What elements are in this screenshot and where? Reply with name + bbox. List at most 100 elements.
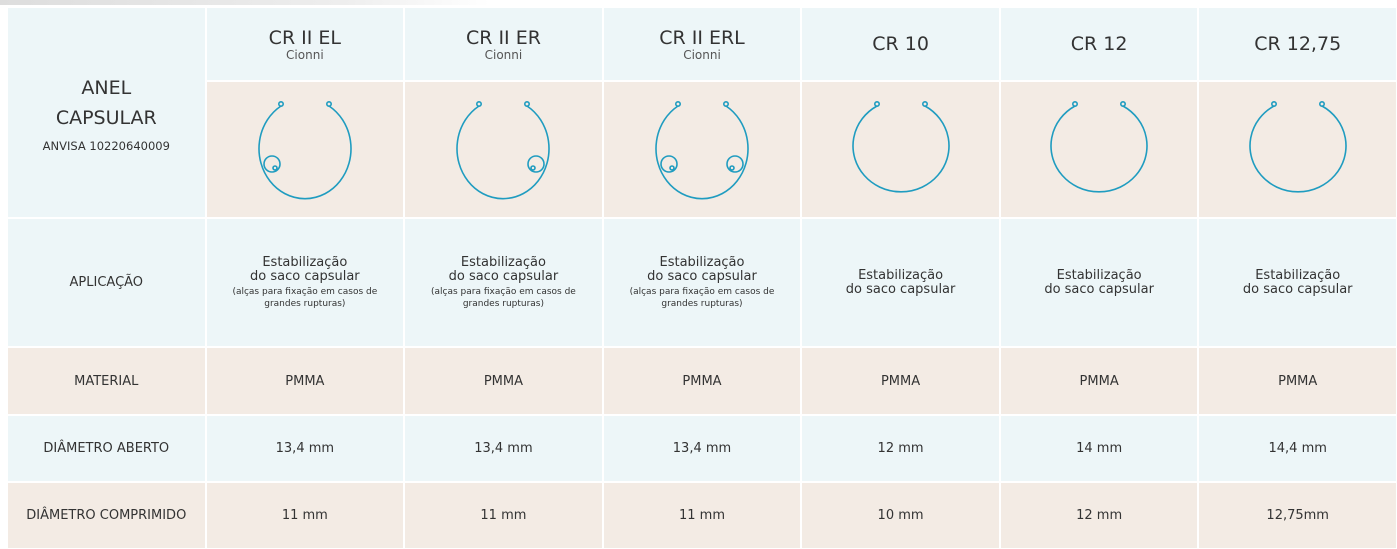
ring-cell	[405, 82, 602, 217]
row-label: MATERIAL	[8, 348, 205, 414]
value-cell: 14 mm	[1000, 416, 1198, 481]
value-cell: 10 mm	[802, 483, 999, 548]
product-brand: Cionni	[683, 48, 721, 62]
column-header: CR II EL Cionni	[206, 8, 404, 80]
ring-part	[456, 105, 551, 200]
spec-table: ANEL CAPSULAR ANVISA 10220640009 CR II E…	[8, 8, 1396, 548]
application-text: Estabilização	[659, 254, 745, 270]
product-name: CR 12,75	[1254, 33, 1342, 55]
ring-cell	[603, 82, 801, 217]
value-cell: 12 mm	[802, 416, 999, 481]
product-name: CR II EL	[268, 27, 342, 49]
product-name: CR II ERL	[659, 27, 745, 49]
application-text: do saco capsular	[1044, 281, 1154, 297]
application-note: (alças para fixação em casos de grandes …	[232, 286, 378, 309]
ring-drawing	[456, 101, 551, 200]
value-cell: 13,4 mm	[405, 416, 602, 481]
ring-part	[660, 155, 678, 173]
application-text: do saco capsular	[1242, 281, 1353, 297]
application-cell: Estabilização do saco capsular (alças para…	[206, 219, 404, 346]
ring-part	[1318, 101, 1325, 108]
ring-part	[726, 155, 744, 173]
ring-part	[722, 101, 729, 108]
ring-part	[921, 101, 928, 108]
ring-part	[1050, 105, 1148, 193]
ring-part	[263, 155, 281, 173]
application-text: Estabilização	[1255, 267, 1341, 283]
row-label: APLICAÇÃO	[8, 219, 205, 346]
application-text: Estabilização	[1056, 267, 1142, 283]
value-cell: PMMA	[603, 348, 801, 414]
value-cell: 11 mm	[603, 483, 801, 548]
ring-part	[1120, 101, 1127, 108]
application-cell: Estabilização do saco capsular	[1199, 219, 1396, 346]
product-brand: Cionni	[286, 48, 324, 62]
application-text: do saco capsular	[647, 268, 757, 284]
application-cell: Estabilização do saco capsular	[1000, 219, 1198, 346]
row-label: DIÂMETRO ABERTO	[8, 416, 205, 481]
ring-drawing	[655, 101, 749, 200]
value-cell: 13,4 mm	[603, 416, 801, 481]
ring-part	[1248, 105, 1347, 193]
ring-part	[674, 101, 681, 108]
top-bar	[0, 0, 490, 5]
value-cell: 13,4 mm	[206, 416, 404, 481]
value-cell: PMMA	[1000, 348, 1198, 414]
value-cell: PMMA	[405, 348, 602, 414]
ring-cell	[802, 82, 999, 217]
application-cell: Estabilização do saco capsular	[802, 219, 999, 346]
header-cell: ANEL CAPSULAR ANVISA 10220640009	[8, 8, 205, 217]
ring-part	[1270, 101, 1277, 108]
registration: ANVISA 10220640009	[42, 138, 170, 153]
value-cell: PMMA	[802, 348, 999, 414]
application-text: do saco capsular	[845, 281, 956, 297]
value-cell: 12,75mm	[1199, 483, 1396, 548]
application-text: do saco capsular	[448, 268, 559, 284]
ring-part	[530, 165, 537, 171]
ring-part	[272, 165, 278, 171]
ring-part	[873, 101, 880, 108]
value-cell: 12 mm	[1000, 483, 1198, 548]
ring-part	[729, 165, 735, 171]
product-name: CR 12	[1070, 33, 1128, 55]
column-header: CR 12	[1000, 8, 1198, 80]
title-line: CAPSULAR	[55, 106, 157, 129]
ring-part	[258, 105, 352, 200]
column-header: CR II ERL Cionni	[603, 8, 801, 80]
application-text: Estabilização	[262, 254, 348, 270]
ring-part	[655, 105, 749, 200]
value-cell: PMMA	[1199, 348, 1396, 414]
column-header: CR II ER Cionni	[405, 8, 602, 80]
application-text: do saco capsular	[250, 268, 360, 284]
application-cell: Estabilização do saco capsular (alças para…	[603, 219, 801, 346]
ring-part	[527, 155, 546, 173]
application-cell: Estabilização do saco capsular (alças para…	[405, 219, 602, 346]
title-line: ANEL	[81, 76, 132, 99]
product-name: CR II ER	[465, 27, 541, 49]
application-text: Estabilização	[858, 267, 944, 283]
ring-part	[1072, 101, 1079, 108]
ring-drawing	[1248, 101, 1347, 193]
ring-part	[277, 101, 284, 108]
value-cell: 11 mm	[206, 483, 404, 548]
product-brand: Cionni	[484, 48, 523, 62]
column-header: CR 10	[802, 8, 999, 80]
ring-part	[524, 101, 531, 108]
application-note: (alças para fixação em casos de grandes …	[431, 286, 576, 309]
ring-part	[325, 101, 332, 108]
ring-drawing	[1050, 101, 1148, 193]
ring-cell	[1000, 82, 1198, 217]
ring-cell	[1199, 82, 1396, 217]
application-note: (alças para fixação em casos de grandes …	[629, 286, 775, 309]
ring-drawing	[851, 101, 950, 193]
ring-drawing	[258, 101, 352, 200]
ring-cell	[206, 82, 404, 217]
application-text: Estabilização	[460, 254, 546, 270]
row-label: DIÂMETRO COMPRIMIDO	[8, 483, 205, 548]
ring-part	[851, 105, 950, 193]
product-name: CR 10	[872, 33, 929, 55]
value-cell: 11 mm	[405, 483, 602, 548]
value-cell: PMMA	[206, 348, 404, 414]
value-cell: 14,4 mm	[1199, 416, 1396, 481]
